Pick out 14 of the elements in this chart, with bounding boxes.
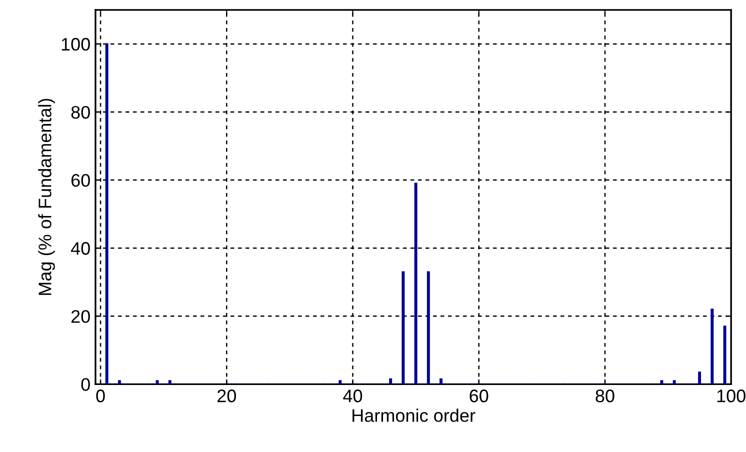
x-tick-label: 20 (218, 390, 236, 402)
y-tick-label: 100 (62, 38, 90, 51)
x-tick-label: 80 (596, 390, 614, 402)
y-axis-title: Mag (% of Fundamental) (38, 98, 55, 295)
y-tick-label: 60 (71, 174, 90, 187)
y-tick-label: 80 (71, 106, 90, 119)
y-tick-label: 20 (71, 310, 90, 323)
x-tick-label: 60 (470, 390, 488, 402)
x-tick-label: 100 (717, 390, 746, 402)
x-tick-label: 40 (343, 390, 362, 402)
y-tick-label: 0 (81, 378, 90, 391)
y-tick-label: 40 (70, 242, 90, 255)
x-axis-title: Harmonic order (352, 408, 476, 422)
x-tick-label: 0 (96, 390, 105, 402)
